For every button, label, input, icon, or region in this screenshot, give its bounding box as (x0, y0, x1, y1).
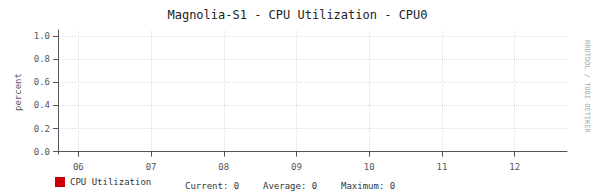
svg-text:percent: percent (13, 73, 23, 111)
svg-text:0.4: 0.4 (34, 100, 50, 110)
svg-text:0.6: 0.6 (34, 77, 50, 87)
svg-text:0.8: 0.8 (34, 54, 50, 64)
svg-text:1.0: 1.0 (34, 31, 50, 41)
svg-text:11: 11 (437, 162, 448, 172)
svg-text:0.2: 0.2 (34, 124, 50, 134)
svg-text:09: 09 (291, 162, 302, 172)
svg-text:CPU Utilization: CPU Utilization (70, 177, 151, 187)
svg-text:Maximum: 0: Maximum: 0 (341, 181, 395, 191)
svg-text:06: 06 (73, 162, 84, 172)
svg-text:07: 07 (146, 162, 157, 172)
svg-text:Current: 0: Current: 0 (185, 181, 239, 191)
svg-text:RRDTOOL / TOBI OETIKER: RRDTOOL / TOBI OETIKER (583, 40, 591, 134)
svg-text:Magnolia-S1 - CPU Utilization: Magnolia-S1 - CPU Utilization - CPU0 (167, 8, 427, 22)
svg-text:0.0: 0.0 (34, 147, 50, 157)
svg-text:12: 12 (509, 162, 520, 172)
svg-text:08: 08 (218, 162, 229, 172)
svg-text:Average: 0: Average: 0 (263, 181, 317, 191)
svg-text:10: 10 (364, 162, 375, 172)
